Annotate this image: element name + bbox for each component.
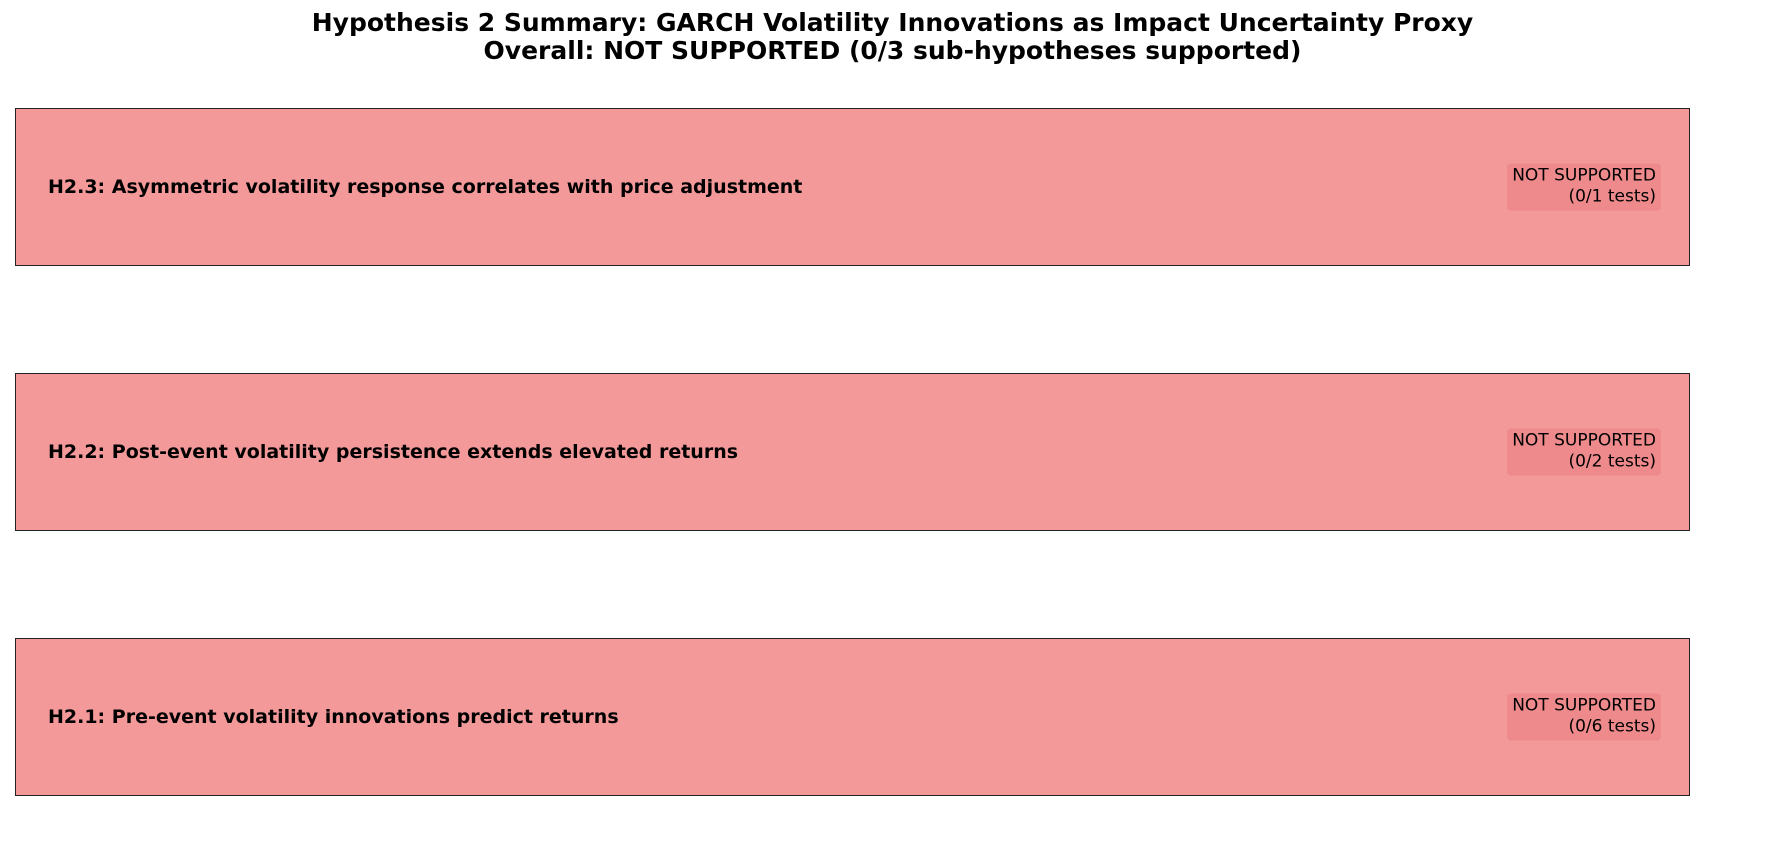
status-text: NOT SUPPORTED xyxy=(1512,695,1656,716)
hypothesis-label: H2.2: Post-event volatility persistence … xyxy=(48,441,739,463)
tests-count: (0/6 tests) xyxy=(1568,716,1656,737)
hypothesis-panel-h2-1: H2.1: Pre-event volatility innovations p… xyxy=(15,638,1690,796)
hypothesis-label: H2.1: Pre-event volatility innovations p… xyxy=(48,706,619,728)
hypothesis-panel-h2-3: H2.3: Asymmetric volatility response cor… xyxy=(15,108,1690,266)
chart-subtitle-line: Overall: NOT SUPPORTED (0/3 sub-hypothes… xyxy=(483,36,1302,65)
chart-title: Hypothesis 2 Summary: GARCH Volatility I… xyxy=(0,9,1785,65)
status-text: NOT SUPPORTED xyxy=(1512,430,1656,451)
hypothesis-label: H2.3: Asymmetric volatility response cor… xyxy=(48,176,803,198)
status-badge: NOT SUPPORTED (0/1 tests) xyxy=(1507,163,1661,211)
tests-count: (0/2 tests) xyxy=(1568,451,1656,472)
status-text: NOT SUPPORTED xyxy=(1512,165,1656,186)
chart-title-line: Hypothesis 2 Summary: GARCH Volatility I… xyxy=(311,8,1474,37)
tests-count: (0/1 tests) xyxy=(1568,186,1656,207)
hypothesis-panel-h2-2: H2.2: Post-event volatility persistence … xyxy=(15,373,1690,531)
status-badge: NOT SUPPORTED (0/2 tests) xyxy=(1507,428,1661,476)
status-badge: NOT SUPPORTED (0/6 tests) xyxy=(1507,693,1661,741)
